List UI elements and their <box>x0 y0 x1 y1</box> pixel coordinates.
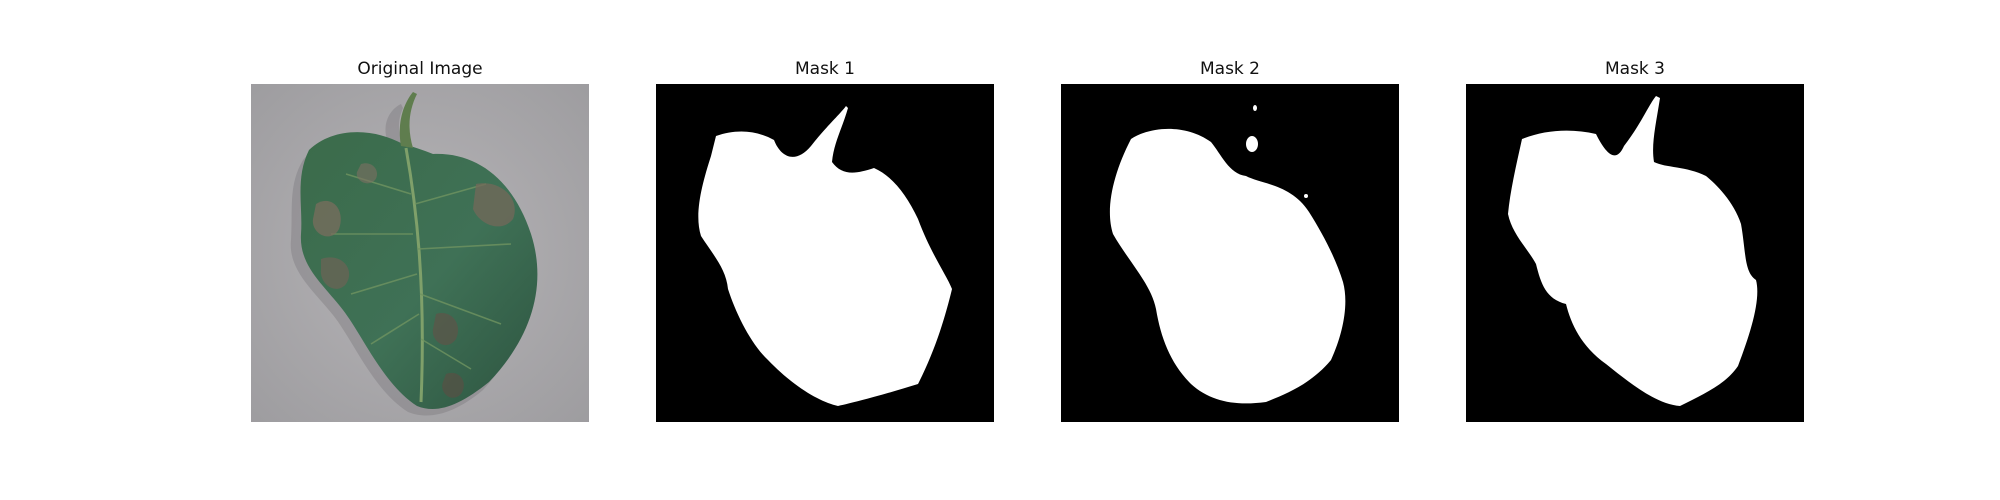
leaf-mask-1 <box>656 84 994 422</box>
leaf-photo <box>251 84 589 422</box>
panel-original-image: Original Image <box>251 0 589 500</box>
panel-title: Mask 3 <box>1604 59 1665 79</box>
panel-title: Original Image <box>357 59 483 79</box>
panel-mask-3: Mask 3 <box>1466 0 1804 500</box>
panel-title: Mask 2 <box>1199 59 1260 79</box>
panel-mask-1: Mask 1 <box>656 0 994 500</box>
panel-mask-2: Mask 2 <box>1061 0 1399 500</box>
leaf-mask-2 <box>1061 84 1399 422</box>
panel-title: Mask 1 <box>794 59 855 79</box>
leaf-mask-3 <box>1466 84 1804 422</box>
